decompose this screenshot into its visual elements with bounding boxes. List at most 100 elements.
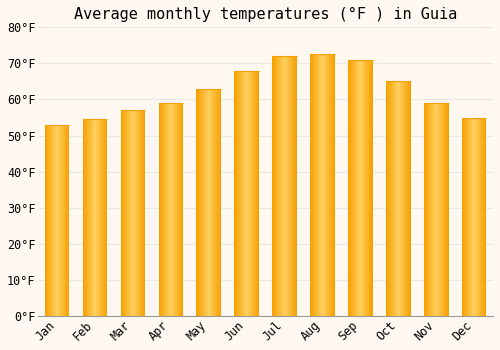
Bar — [135, 110, 136, 316]
Bar — [323, 54, 324, 316]
Bar — [320, 54, 322, 316]
Title: Average monthly temperatures (°F ) in Guia: Average monthly temperatures (°F ) in Gu… — [74, 7, 458, 22]
Bar — [428, 103, 429, 316]
Bar — [162, 103, 163, 316]
Bar — [484, 118, 485, 316]
Bar — [234, 71, 235, 316]
Bar — [166, 103, 167, 316]
Bar — [51, 125, 52, 316]
Bar — [356, 60, 358, 316]
Bar — [64, 125, 65, 316]
Bar — [322, 54, 323, 316]
Bar — [389, 82, 390, 316]
Bar — [103, 119, 104, 316]
Bar — [99, 119, 100, 316]
Bar — [209, 89, 210, 316]
Bar — [210, 89, 211, 316]
Bar — [438, 103, 440, 316]
Bar — [355, 60, 356, 316]
Bar — [91, 119, 92, 316]
Bar — [332, 54, 333, 316]
Bar — [390, 82, 391, 316]
Bar — [216, 89, 217, 316]
Bar — [169, 103, 170, 316]
Bar — [242, 71, 243, 316]
Bar — [326, 54, 327, 316]
Bar — [435, 103, 436, 316]
Bar — [401, 82, 402, 316]
Bar — [246, 71, 248, 316]
Bar — [325, 54, 326, 316]
Bar — [244, 71, 245, 316]
Bar — [143, 110, 144, 316]
Bar — [212, 89, 213, 316]
Bar — [205, 89, 206, 316]
Bar — [445, 103, 446, 316]
Bar — [396, 82, 397, 316]
Bar — [177, 103, 178, 316]
Bar — [100, 119, 101, 316]
Bar — [387, 82, 388, 316]
Bar — [295, 56, 296, 316]
Bar — [352, 60, 353, 316]
Bar — [161, 103, 162, 316]
Bar — [485, 118, 486, 316]
Bar — [426, 103, 427, 316]
Bar — [133, 110, 134, 316]
Bar — [466, 118, 468, 316]
Bar — [128, 110, 130, 316]
Bar — [123, 110, 124, 316]
Bar — [106, 119, 107, 316]
Bar — [251, 71, 252, 316]
Bar — [399, 82, 400, 316]
Bar — [199, 89, 200, 316]
Bar — [367, 60, 368, 316]
Bar — [236, 71, 237, 316]
Bar — [328, 54, 330, 316]
Bar — [87, 119, 88, 316]
Bar — [330, 54, 331, 316]
Bar — [432, 103, 433, 316]
Bar — [172, 103, 174, 316]
Bar — [208, 89, 209, 316]
Bar — [359, 60, 360, 316]
Bar — [464, 118, 465, 316]
Bar — [370, 60, 371, 316]
Bar — [122, 110, 123, 316]
Bar — [130, 110, 131, 316]
Bar — [397, 82, 398, 316]
Bar — [142, 110, 143, 316]
Bar — [287, 56, 288, 316]
Bar — [134, 110, 135, 316]
Bar — [473, 118, 474, 316]
Bar — [178, 103, 179, 316]
Bar — [249, 71, 250, 316]
Bar — [476, 118, 477, 316]
Bar — [61, 125, 62, 316]
Bar — [314, 54, 315, 316]
Bar — [238, 71, 240, 316]
Bar — [319, 54, 320, 316]
Bar — [334, 54, 335, 316]
Bar — [243, 71, 244, 316]
Bar — [58, 125, 59, 316]
Bar — [480, 118, 481, 316]
Bar — [200, 89, 201, 316]
Bar — [175, 103, 176, 316]
Bar — [93, 119, 94, 316]
Bar — [462, 118, 463, 316]
Bar — [286, 56, 287, 316]
Bar — [405, 82, 406, 316]
Bar — [105, 119, 106, 316]
Bar — [60, 125, 61, 316]
Bar — [409, 82, 410, 316]
Bar — [425, 103, 426, 316]
Bar — [89, 119, 90, 316]
Bar — [140, 110, 141, 316]
Bar — [45, 125, 46, 316]
Bar — [468, 118, 469, 316]
Bar — [360, 60, 361, 316]
Bar — [235, 71, 236, 316]
Bar — [479, 118, 480, 316]
Bar — [361, 60, 362, 316]
